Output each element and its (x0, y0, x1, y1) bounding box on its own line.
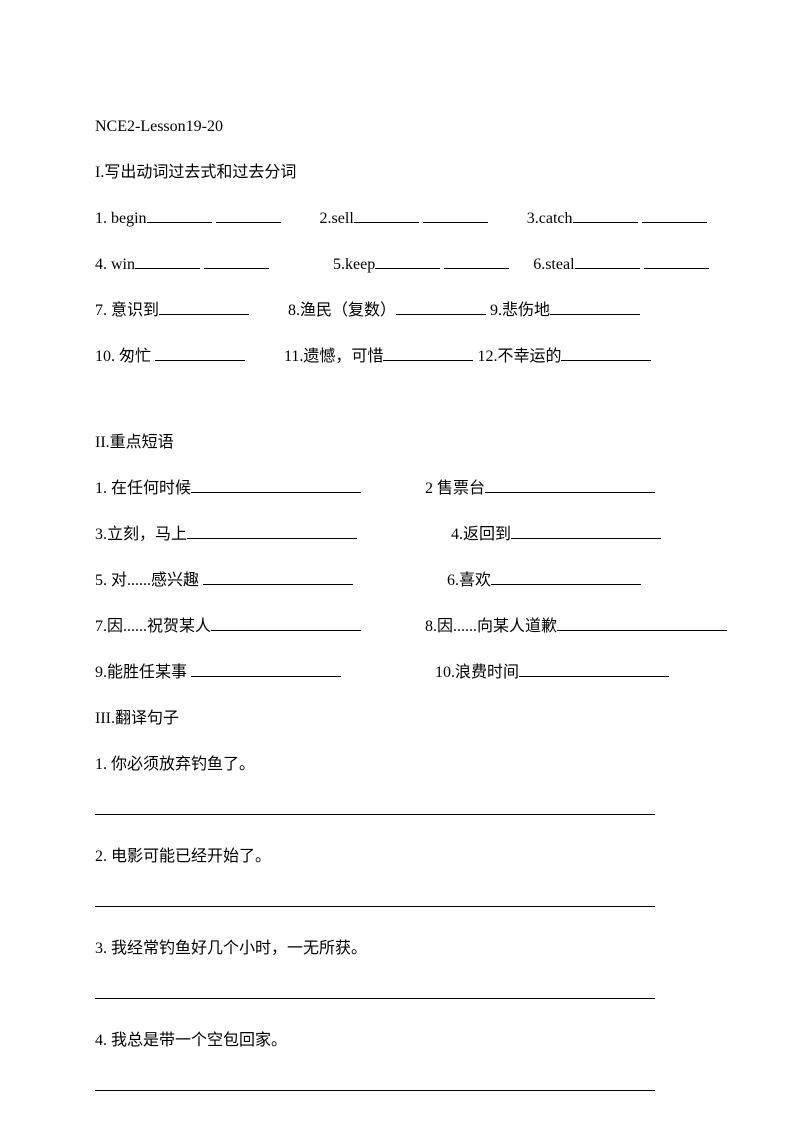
answer-line (95, 1075, 655, 1091)
s2-r3-a: 5. 对......感兴趣 (95, 572, 199, 589)
blank (147, 207, 212, 223)
blank (191, 661, 341, 677)
s2-r4-a: 7.因......祝贺某人 (95, 618, 211, 635)
s2-row2: 3.立刻，马上 4.返回到 (95, 523, 699, 547)
s2-r4-b: 8.因......向某人道歉 (425, 618, 557, 635)
s3-q2: 2. 电影可能已经开始了。 (95, 845, 699, 869)
blank (204, 253, 269, 269)
s2-r2-a: 3.立刻，马上 (95, 526, 187, 543)
s1-r1-c: 3.catch (527, 210, 573, 227)
s1-row1: 1. begin 2.sell 3.catch (95, 207, 699, 231)
answer-line (95, 891, 655, 907)
blank (211, 615, 361, 631)
blank (644, 253, 709, 269)
blank (423, 207, 488, 223)
s2-r3-b: 6.喜欢 (447, 572, 491, 589)
s2-row1: 1. 在任何时候 2 售票台 (95, 477, 699, 501)
page-title: NCE2-Lesson19-20 (95, 115, 699, 139)
s3-q3-line (95, 983, 699, 1007)
section3-heading: III.翻译句子 (95, 707, 699, 731)
s1-row4: 10. 匆忙 11.遗憾，可惜 12.不幸运的 (95, 345, 699, 369)
blank (187, 523, 357, 539)
answer-line (95, 983, 655, 999)
s1-r3-c: 9.悲伤地 (490, 302, 550, 319)
blank (159, 299, 249, 315)
s1-r4-a: 10. 匆忙 (95, 348, 151, 365)
s1-r4-b: 11.遗憾，可惜 (284, 348, 383, 365)
s1-r2-b: 5.keep (333, 256, 375, 273)
blank (485, 477, 655, 493)
s2-r1-a: 1. 在任何时候 (95, 480, 191, 497)
blank (203, 569, 353, 585)
s2-r1-b: 2 售票台 (425, 480, 485, 497)
blank (557, 615, 727, 631)
section1-heading: I.写出动词过去式和过去分词 (95, 161, 699, 185)
s2-r5-a: 9.能胜任某事 (95, 664, 187, 681)
blank (575, 253, 640, 269)
answer-line (95, 799, 655, 815)
s1-r4-c: 12.不幸运的 (477, 348, 561, 365)
s2-r5-b: 10.浪费时间 (435, 664, 519, 681)
s3-q4-line (95, 1075, 699, 1099)
blank (642, 207, 707, 223)
s2-r2-b: 4.返回到 (451, 526, 511, 543)
blank (191, 477, 361, 493)
blank (491, 569, 641, 585)
s1-r3-b: 8.渔民（复数） (288, 302, 396, 319)
s1-row2: 4. win 5.keep 6.steal (95, 253, 699, 277)
blank (519, 661, 669, 677)
blank (511, 523, 661, 539)
s1-r2-c: 6.steal (533, 256, 574, 273)
blank (444, 253, 509, 269)
s1-r2-a: 4. win (95, 256, 135, 273)
blank (135, 253, 200, 269)
blank (383, 345, 473, 361)
blank (561, 345, 651, 361)
s3-q4: 4. 我总是带一个空包回家。 (95, 1029, 699, 1053)
s2-row3: 5. 对......感兴趣 6.喜欢 (95, 569, 699, 593)
s3-q3: 3. 我经常钓鱼好几个小时，一无所获。 (95, 937, 699, 961)
s1-r1-a: 1. begin (95, 210, 147, 227)
blank (396, 299, 486, 315)
blank (216, 207, 281, 223)
blank (155, 345, 245, 361)
blank (375, 253, 440, 269)
s1-r1-b: 2.sell (320, 210, 354, 227)
s3-q2-line (95, 891, 699, 915)
s1-r3-a: 7. 意识到 (95, 302, 159, 319)
blank (550, 299, 640, 315)
s3-q1: 1. 你必须放弃钓鱼了。 (95, 753, 699, 777)
s1-row3: 7. 意识到 8.渔民（复数） 9.悲伤地 (95, 299, 699, 323)
section2-heading: II.重点短语 (95, 431, 699, 455)
s3-q1-line (95, 799, 699, 823)
blank (573, 207, 638, 223)
s2-row4: 7.因......祝贺某人 8.因......向某人道歉 (95, 615, 699, 639)
s2-row5: 9.能胜任某事 10.浪费时间 (95, 661, 699, 685)
blank (354, 207, 419, 223)
